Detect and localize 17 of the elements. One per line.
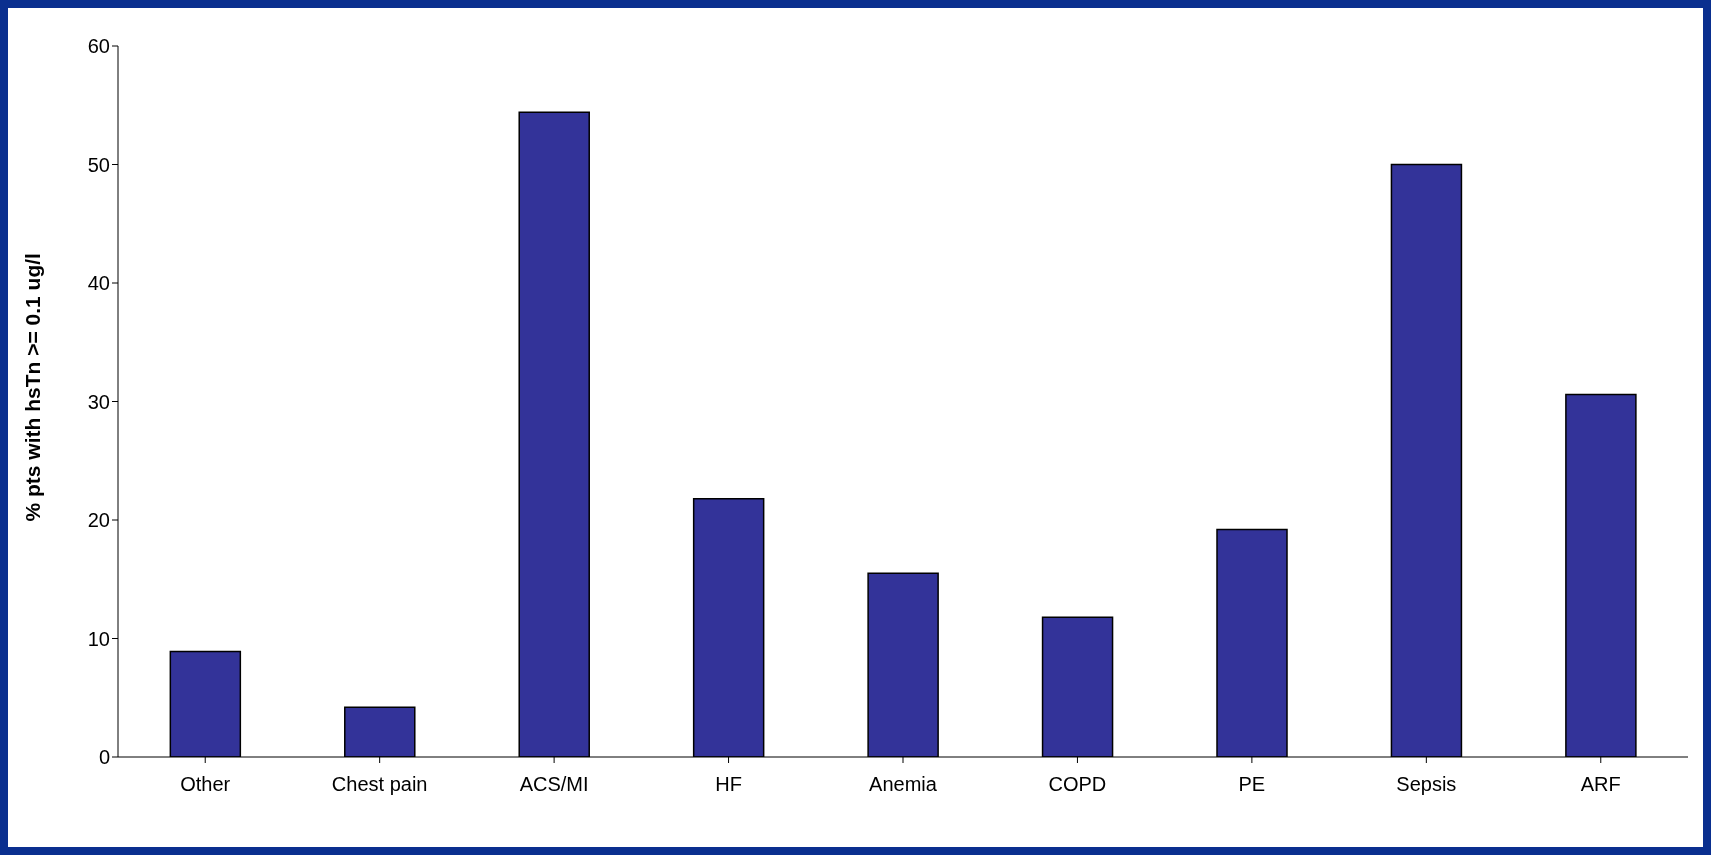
y-tick-label: 10 xyxy=(87,627,110,650)
y-tick-label: 50 xyxy=(87,153,110,176)
x-tick-label: ACS/MI xyxy=(519,773,589,796)
y-tick-label: 20 xyxy=(87,509,110,532)
x-tick-label: Chest pain xyxy=(331,773,428,796)
x-tick-label: Sepsis xyxy=(1396,773,1457,796)
y-tick-label: 60 xyxy=(87,35,110,58)
y-tick-label: 40 xyxy=(87,272,110,295)
x-tick-label: Other xyxy=(180,773,231,796)
y-tick-label: 30 xyxy=(87,390,110,413)
x-tick-label: ARF xyxy=(1580,773,1621,796)
x-tick-label: COPD xyxy=(1048,773,1107,796)
y-tick-label: 0 xyxy=(98,746,110,769)
y-axis-title: % pts with hsTn >= 0.1 ug/l xyxy=(21,253,45,522)
x-tick-label: PE xyxy=(1238,773,1266,796)
x-tick-label: HF xyxy=(715,773,742,796)
x-tick-label: Anemia xyxy=(869,773,938,796)
